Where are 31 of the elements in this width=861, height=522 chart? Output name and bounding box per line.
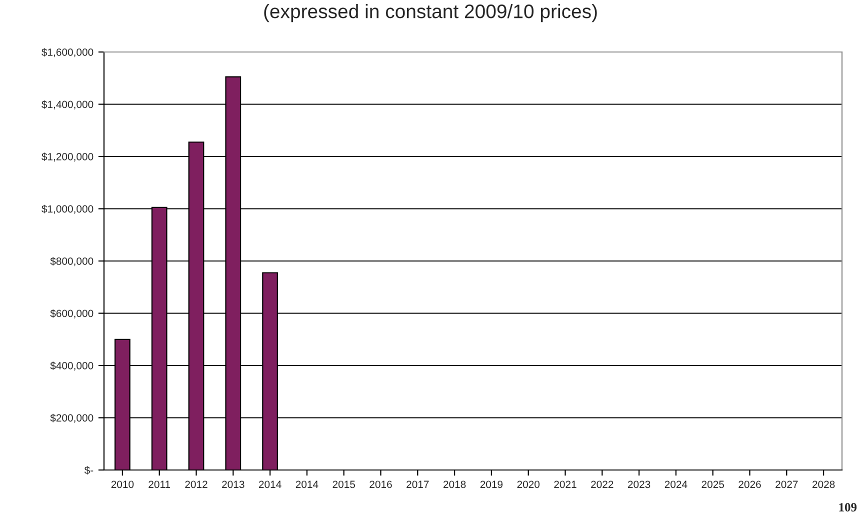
x-tick-label: 2027 bbox=[776, 480, 798, 488]
y-tick-label: $400,000 bbox=[50, 362, 94, 371]
chart-title: (expressed in constant 2009/10 prices) bbox=[264, 4, 597, 22]
x-tick-label: 2011 bbox=[148, 480, 170, 488]
x-tick-label: 2019 bbox=[480, 480, 503, 488]
x-tick-label: 2012 bbox=[185, 480, 208, 488]
x-tick-label: 2017 bbox=[406, 480, 429, 488]
x-tick-label: 2018 bbox=[443, 480, 466, 488]
x-tick-label: 2015 bbox=[332, 480, 355, 488]
y-tick-label: $1,600,000 bbox=[42, 48, 94, 58]
x-tick-label: 2024 bbox=[664, 480, 688, 488]
x-tick-label: 2021 bbox=[554, 480, 576, 488]
x-tick-label: 2022 bbox=[591, 480, 614, 488]
x-tick-label: 2010 bbox=[111, 480, 134, 488]
x-tick-label: 2016 bbox=[370, 480, 392, 488]
x-tick-label: 2014 bbox=[258, 480, 282, 488]
x-tick-label: 2026 bbox=[738, 480, 761, 488]
text: 109 bbox=[839, 503, 857, 512]
x-tick-label: 2023 bbox=[628, 480, 650, 488]
y-tick-label: $1,200,000 bbox=[42, 152, 94, 162]
y-tick-label: $200,000 bbox=[50, 414, 94, 423]
x-tick-label: 2020 bbox=[517, 480, 540, 488]
y-tick-label: $1,400,000 bbox=[42, 100, 94, 110]
y-tick-label: $800,000 bbox=[50, 257, 94, 266]
x-tick-label: 2028 bbox=[812, 480, 835, 488]
x-tick-label: 2025 bbox=[702, 480, 724, 488]
x-tick-label: 2014 bbox=[296, 480, 318, 488]
x-tick-label: 2013 bbox=[222, 480, 244, 488]
y-tick-label: $1,000,000 bbox=[42, 204, 94, 214]
y-tick-label: $- bbox=[84, 466, 94, 474]
y-tick-label: $600,000 bbox=[50, 309, 94, 318]
